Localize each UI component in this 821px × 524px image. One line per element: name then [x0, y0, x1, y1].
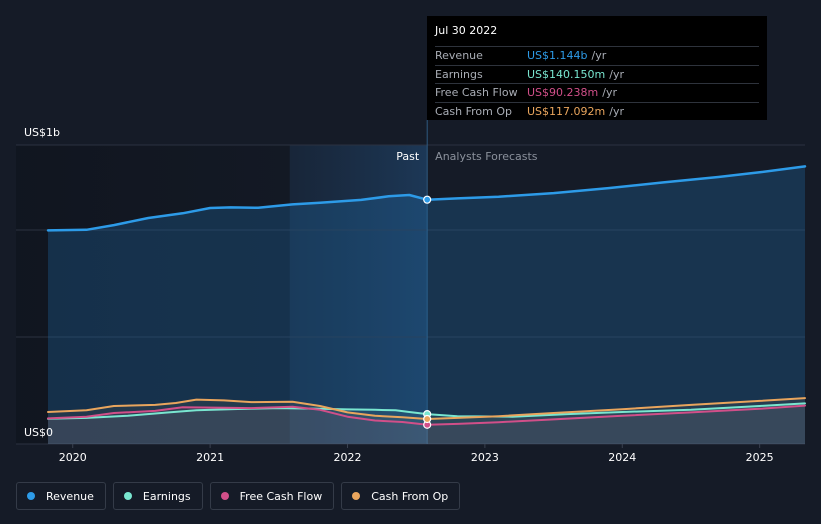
tooltip-value: US$117.092m: [527, 104, 606, 118]
tooltip-label: Cash From Op: [435, 104, 513, 118]
tooltip: Jul 30 2022 Revenue US$1.144b /yr Earnin…: [427, 16, 767, 120]
tooltip-label: Revenue: [435, 49, 483, 62]
tooltip-row-free-cash-flow: Free Cash Flow US$90.238m /yr: [435, 83, 759, 102]
cash-from-op-dot-icon: [352, 492, 361, 500]
y-axis-label-top: US$1b: [24, 126, 60, 139]
legend: Revenue Earnings Free Cash Flow Cash Fro…: [16, 482, 461, 510]
y-axis-label-bottom: US$0: [24, 426, 53, 439]
tooltip-label: Earnings: [435, 67, 483, 81]
earnings-dot-icon: [123, 492, 132, 500]
legend-label: Earnings: [142, 489, 191, 503]
x-tick-label: 2023: [471, 451, 499, 464]
forecast-label: Analysts Forecasts: [435, 150, 538, 163]
legend-item-free-cash-flow[interactable]: Free Cash Flow: [209, 482, 335, 510]
tooltip-value: US$140.150m: [527, 67, 606, 81]
legend-label: Free Cash Flow: [239, 489, 323, 503]
legend-item-earnings[interactable]: Earnings: [112, 482, 203, 510]
revenue-marker: [423, 195, 432, 204]
tooltip-label: Free Cash Flow: [435, 86, 518, 99]
revenue-forecast-line: [425, 165, 807, 201]
tooltip-row-revenue: Revenue US$1.144b /yr: [435, 46, 759, 65]
free-cash-flow-line: [47, 405, 429, 426]
x-tick-label: 2022: [334, 451, 362, 464]
past-label: Past: [396, 150, 420, 163]
x-tick-label: 2025: [746, 451, 774, 464]
legend-label: Revenue: [46, 489, 94, 503]
tooltip-unit: /yr: [602, 86, 617, 99]
tooltip-unit: /yr: [591, 49, 607, 62]
revenue-line: [46, 193, 429, 232]
tooltip-value: US$1.144b: [527, 49, 588, 62]
legend-label: Cash From Op: [371, 489, 449, 503]
tooltip-unit: /yr: [609, 67, 624, 81]
free-cash-flow-forecast-line: [426, 404, 806, 426]
x-tick-label: 2024: [608, 451, 636, 464]
cash-from-op-line: [47, 398, 429, 420]
revenue-area: [48, 166, 805, 444]
earnings-forecast-line: [426, 402, 806, 418]
revenue-dot-icon: [27, 492, 35, 500]
legend-item-cash-from-op[interactable]: Cash From Op: [341, 482, 461, 510]
cash-from-op-marker: [423, 414, 432, 424]
cash-from-op-forecast-line: [426, 397, 806, 420]
legend-item-revenue[interactable]: Revenue: [16, 482, 106, 510]
tooltip-row-cash-from-op: Cash From Op US$117.092m /yr: [435, 101, 759, 121]
past-region: [16, 145, 290, 444]
free-cash-flow-dot-icon: [220, 492, 229, 500]
tooltip-date: Jul 30 2022: [435, 24, 498, 37]
tooltip-row-earnings: Earnings US$140.150m /yr: [435, 64, 759, 84]
tooltip-unit: /yr: [609, 104, 624, 118]
x-tick-label: 2020: [59, 451, 87, 464]
tooltip-value: US$90.238m: [527, 86, 599, 99]
x-tick-label: 2021: [196, 451, 224, 464]
